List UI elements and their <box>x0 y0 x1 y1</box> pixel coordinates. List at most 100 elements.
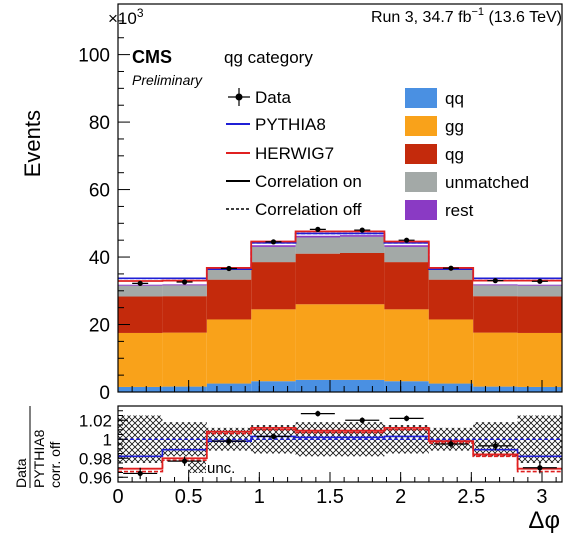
ratio-point-7 <box>448 441 454 447</box>
ytick-label-40: 40 <box>89 248 110 269</box>
bar-gg-6 <box>384 309 429 382</box>
ratio-point-9 <box>537 465 543 471</box>
bar-gg-4 <box>295 304 340 380</box>
data-point-9 <box>537 278 543 284</box>
data-point-5 <box>359 227 365 233</box>
bar-qq-7 <box>428 383 474 392</box>
legend-item-unmatched: unmatched <box>405 172 529 192</box>
bar-qg-6 <box>384 262 429 310</box>
data-point-3 <box>270 239 277 245</box>
bar-rest-3 <box>251 245 296 247</box>
bar-qq-6 <box>384 381 429 392</box>
xtick-label-2.5: 2.5 <box>457 486 485 508</box>
unc-legend: unc. <box>188 460 235 477</box>
bar-unmatched-4 <box>295 237 340 254</box>
bar-qq-0 <box>118 386 163 392</box>
bar-qg-9 <box>517 296 562 333</box>
data-point-0 <box>137 280 143 286</box>
legend: Data PYTHIA8 HERWIG7 Correlation on Corr… <box>226 88 529 220</box>
data-point-6 <box>403 237 410 243</box>
ratio-point-1 <box>181 458 188 464</box>
ytick-label-100: 100 <box>78 46 110 67</box>
ytick-label-60: 60 <box>89 181 110 202</box>
xtick-label-3: 3 <box>536 486 547 508</box>
ratio-label-numerator: Data <box>13 458 29 488</box>
data-point-4 <box>315 226 321 232</box>
legend-label-pythia8: PYTHIA8 <box>255 115 326 134</box>
bar-unmatched-2 <box>206 269 252 280</box>
bar-unmatched-0 <box>118 285 163 297</box>
ratio-ytick-label-1: 1 <box>103 430 112 449</box>
ratio-ytick-label-0.96: 0.96 <box>79 468 112 487</box>
bar-qg-8 <box>473 296 518 333</box>
bar-gg-8 <box>473 332 518 387</box>
bar-rest-6 <box>384 245 429 247</box>
ytick-label-0: 0 <box>99 383 110 404</box>
bar-gg-1 <box>162 332 207 387</box>
bar-qg-3 <box>251 262 296 310</box>
data-point-8 <box>492 278 498 284</box>
bar-rest-9 <box>517 284 562 286</box>
legend-item-gg: gg <box>405 116 464 136</box>
x-axis-label: Δφ <box>528 507 560 534</box>
ratio-line-herwig7-off <box>118 428 562 473</box>
ratio-ytick-label-1.02: 1.02 <box>79 411 112 430</box>
legend-label-unmatched: unmatched <box>445 173 529 192</box>
bar-qg-1 <box>162 296 207 333</box>
legend-item-qq: qq <box>405 88 464 108</box>
bar-rest-4 <box>295 235 340 238</box>
data-point-7 <box>448 265 454 271</box>
xtick-label-1: 1 <box>254 486 265 508</box>
legend-label-qq: qq <box>445 89 464 108</box>
legend-item-data: Data <box>228 88 291 107</box>
bar-gg-5 <box>340 304 385 380</box>
main-axes: 0 20 40 60 80 100 <box>78 3 557 404</box>
preliminary-label: Preliminary <box>132 72 203 88</box>
ratio-point-2 <box>226 438 232 444</box>
legend-label-herwig7: HERWIG7 <box>255 144 334 163</box>
legend-item-rest: rest <box>405 200 474 220</box>
ratio-point-0 <box>137 470 143 477</box>
legend-label-qg: qg <box>445 145 464 164</box>
ratio-y-label: Data PYTHIA8 corr. off <box>13 406 63 488</box>
ratio-point-5 <box>359 417 365 423</box>
bar-rest-1 <box>162 284 207 286</box>
xtick-label-0: 0 <box>112 486 123 508</box>
bar-qg-0 <box>118 296 163 333</box>
main-plot-frame <box>117 3 563 393</box>
bar-qq-1 <box>162 386 207 392</box>
legend-item-herwig7: HERWIG7 <box>226 144 334 163</box>
category-label: qg category <box>224 48 313 67</box>
legend-label-correlation-on: Correlation on <box>255 172 362 191</box>
data-points <box>132 226 548 286</box>
bar-unmatched-1 <box>162 285 207 297</box>
ratio-label-suffix: corr. off <box>47 441 63 488</box>
bar-unmatched-7 <box>428 269 474 280</box>
bar-unmatched-5 <box>340 236 385 253</box>
bar-gg-3 <box>251 309 296 382</box>
xtick-label-1.5: 1.5 <box>316 486 344 508</box>
bar-unmatched-9 <box>517 285 562 297</box>
y-axis-label: Events <box>20 110 45 177</box>
data-point-2 <box>226 265 232 272</box>
bar-qq-4 <box>295 379 340 392</box>
legend-item-correlation-on: Correlation on <box>226 172 362 191</box>
ytick-label-80: 80 <box>89 113 110 134</box>
bar-unmatched-8 <box>473 285 518 297</box>
ratio-label-denominator: PYTHIA8 <box>31 429 47 488</box>
legend-label-data: Data <box>255 88 291 107</box>
ratio-ytick-label-0.98: 0.98 <box>79 449 112 468</box>
bar-rest-8 <box>473 284 518 286</box>
legend-item-pythia8: PYTHIA8 <box>226 115 326 134</box>
bar-qq-5 <box>340 379 385 392</box>
cms-label: CMS <box>132 47 172 67</box>
ratio-line-herwig7-on <box>118 426 562 470</box>
lumi-label: Run 3, 34.7 fb−1 (13.6 TeV) <box>371 6 562 26</box>
xtick-label-2: 2 <box>395 486 406 508</box>
bar-gg-7 <box>428 319 474 384</box>
bar-gg-9 <box>517 332 562 387</box>
legend-label-rest: rest <box>445 201 474 220</box>
bar-qq-2 <box>206 383 252 392</box>
ytick-label-20: 20 <box>89 316 110 337</box>
